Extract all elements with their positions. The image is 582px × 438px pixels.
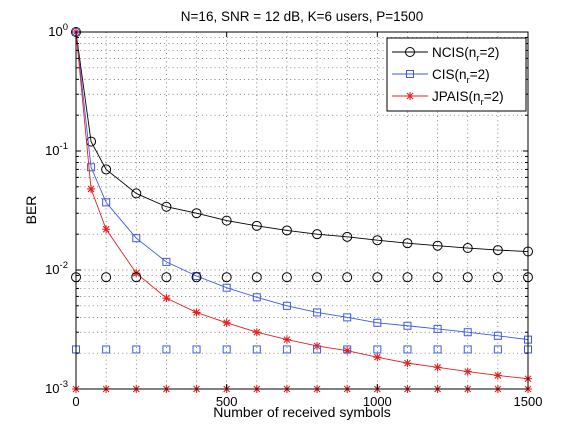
x-tick-label: 1500: [514, 394, 543, 409]
data-point-square: [192, 345, 201, 354]
data-point-square: [403, 321, 412, 330]
data-point-square: [343, 313, 352, 322]
legend-label: JPAIS(nr=2): [432, 89, 504, 108]
data-point-star: [87, 184, 96, 193]
y-axis-label: BER: [23, 196, 39, 225]
data-point-star: [102, 225, 111, 234]
data-point-square: [222, 345, 231, 354]
data-point-circle: [221, 272, 232, 283]
data-point-circle: [131, 188, 142, 199]
series-line: [75, 31, 529, 252]
data-point-circle: [161, 272, 172, 283]
legend: NCIS(nr=2) CIS(nr=2) JPAIS(nr=2): [386, 37, 527, 112]
data-point-star: [406, 92, 414, 100]
data-point-star: [252, 328, 261, 337]
data-point-circle: [492, 245, 503, 256]
data-point-circle: [191, 272, 202, 283]
data-point-circle: [492, 272, 503, 283]
chart-title: N=16, SNR = 12 dB, K=6 users, P=1500: [181, 9, 423, 24]
series: [71, 272, 533, 283]
data-point-circle: [312, 272, 323, 283]
y-tick-label: 100: [48, 22, 68, 39]
data-point-circle: [251, 272, 262, 283]
data-point-square: [373, 345, 382, 354]
data-point-square: [252, 293, 261, 302]
data-point-star: [222, 318, 231, 327]
x-axis-label: Number of received symbols: [213, 404, 390, 420]
data-point-star: [162, 294, 171, 303]
data-point-square: [87, 163, 96, 172]
x-tick-label: 1000: [363, 394, 392, 409]
legend-label: CIS(nr=2): [432, 67, 490, 86]
data-point-circle: [221, 215, 232, 226]
data-point-square: [102, 198, 111, 207]
data-point-circle: [281, 272, 292, 283]
legend-label: NCIS(nr=2): [432, 45, 499, 64]
x-tick-label: 0: [72, 394, 79, 409]
data-point-star: [463, 367, 472, 376]
data-point-square: [493, 331, 502, 340]
data-point-circle: [462, 272, 473, 283]
data-point-square: [406, 70, 414, 78]
data-point-square: [132, 345, 141, 354]
data-point-square: [313, 308, 322, 317]
data-point-circle: [101, 272, 112, 283]
data-point-circle: [402, 238, 413, 249]
data-point-star: [192, 308, 201, 317]
data-point-square: [493, 345, 502, 354]
data-point-star: [403, 359, 412, 368]
data-point-square: [162, 257, 171, 266]
data-point-star: [433, 363, 442, 372]
data-point-square: [433, 324, 442, 333]
data-point-square: [373, 318, 382, 327]
data-point-square: [282, 345, 291, 354]
data-point-square: [463, 328, 472, 337]
y-tick-label: 10-1: [45, 141, 68, 158]
data-point-square: [313, 345, 322, 354]
data-point-square: [162, 345, 171, 354]
data-point-circle: [432, 272, 443, 283]
data-point-square: [102, 345, 111, 354]
data-point-star: [373, 353, 382, 362]
data-point-star: [132, 269, 141, 278]
data-point-circle: [432, 240, 443, 251]
data-point-square: [132, 234, 141, 243]
data-point-star: [493, 371, 502, 380]
y-tick-label: 10-2: [45, 260, 68, 277]
data-point-circle: [161, 201, 172, 212]
series: [72, 345, 532, 354]
ticks: 0 500 1000 1500 10-3 10-2 10-1 100: [45, 22, 542, 409]
plot-frame: [75, 31, 529, 390]
data-point-square: [343, 345, 352, 354]
data-point-square: [433, 345, 442, 354]
data-point-circle: [251, 220, 262, 231]
data-point-circle: [342, 272, 353, 283]
data-point-star: [343, 346, 352, 355]
data-point-circle: [131, 272, 142, 283]
series-line: [75, 31, 529, 341]
x-tick-label: 500: [216, 394, 238, 409]
data-point-square: [222, 283, 231, 292]
data-point-circle: [462, 243, 473, 254]
y-tick-label: 10-3: [45, 379, 68, 396]
data-point-square: [463, 345, 472, 354]
data-point-square: [403, 345, 412, 354]
data-point-circle: [372, 272, 383, 283]
data-point-circle: [342, 231, 353, 242]
data-point-square: [252, 345, 261, 354]
data-point-circle: [281, 225, 292, 236]
series: [71, 27, 533, 257]
data-point-circle: [312, 229, 323, 240]
series: [72, 28, 532, 344]
data-point-circle: [402, 272, 413, 283]
data-point-circle: [101, 164, 112, 175]
data-point-circle: [405, 47, 415, 57]
data-point-star: [282, 335, 291, 344]
data-point-circle: [372, 235, 383, 246]
data-point-square: [282, 301, 291, 310]
data-point-circle: [191, 208, 202, 219]
